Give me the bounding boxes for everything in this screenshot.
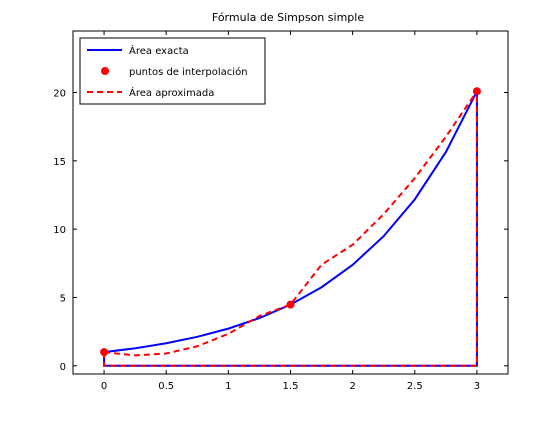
approx-area-line [103,90,478,357]
x-tick-label: 2.5 [407,381,423,392]
x-tick-label: 3 [474,381,480,392]
x-tick-label: 2 [349,381,355,392]
y-tick-label: 15 [53,157,66,168]
legend-label: Área exacta [129,44,189,57]
x-tick-label: 1 [225,381,231,392]
x-tick-label: 1.5 [283,381,299,392]
legend: Área exacta puntos de interpolación Área a… [79,37,266,105]
interpolation-point [100,348,109,357]
series-layer [100,87,481,367]
y-tick-label: 10 [53,225,66,236]
y-tick-label: 0 [60,362,66,373]
legend-label: puntos de interpolación [129,66,248,78]
y-tick-label: 5 [60,293,66,304]
legend-marker [101,67,109,75]
approx-area-boundary [103,91,478,367]
interpolation-point [286,300,295,309]
legend-label: Área aproximada [129,86,214,99]
interpolation-point [472,87,481,96]
chart-title: Fórmula de Simpson simple [212,11,364,24]
x-tick-label: 0.5 [158,381,174,392]
y-tick-label: 20 [53,88,66,99]
axis-ticks: 0 0.5 1 1.5 2 2.5 3 0 5 10 15 20 [53,31,508,392]
x-tick-label: 0 [101,381,107,392]
